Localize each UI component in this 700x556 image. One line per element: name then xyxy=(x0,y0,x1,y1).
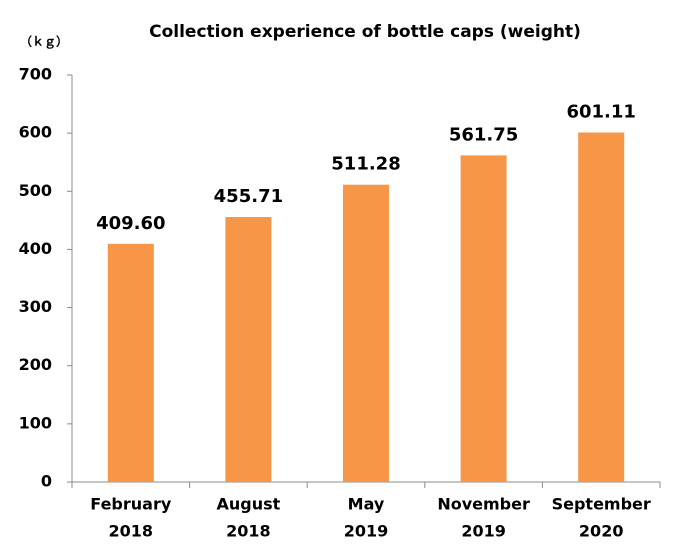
value-label: 455.71 xyxy=(214,186,283,207)
x-tick-label: 2019 xyxy=(461,522,506,541)
y-tick-label: 100 xyxy=(19,413,52,432)
x-tick-label: February xyxy=(90,495,172,514)
x-tick-label: September xyxy=(552,495,651,514)
y-tick-label: 600 xyxy=(19,123,52,142)
bar xyxy=(460,155,507,482)
bar xyxy=(225,217,272,483)
x-tick-label: May xyxy=(348,495,385,514)
x-tick-label: November xyxy=(437,495,530,514)
bar xyxy=(578,132,625,482)
x-tick-label: 2019 xyxy=(344,522,389,541)
y-tick-label: 300 xyxy=(19,297,52,316)
y-tick-label: 700 xyxy=(19,65,52,84)
value-label: 561.75 xyxy=(449,124,518,145)
x-tick-label: 2020 xyxy=(579,522,624,541)
y-tick-label: 400 xyxy=(19,239,52,258)
value-label: 511.28 xyxy=(331,154,400,175)
y-tick-label: 0 xyxy=(41,472,52,491)
x-tick-label: 2018 xyxy=(226,522,271,541)
y-tick-label: 200 xyxy=(19,355,52,374)
bar xyxy=(107,243,154,482)
y-axis-unit: （ｋｇ） xyxy=(20,34,68,50)
x-tick-label: August xyxy=(217,495,281,514)
chart-title: Collection experience of bottle caps (we… xyxy=(149,22,581,42)
value-label: 601.11 xyxy=(566,101,635,122)
x-tick-label: 2018 xyxy=(109,522,154,541)
value-label: 409.60 xyxy=(96,213,165,234)
bar xyxy=(343,184,389,482)
y-tick-label: 500 xyxy=(19,181,52,200)
